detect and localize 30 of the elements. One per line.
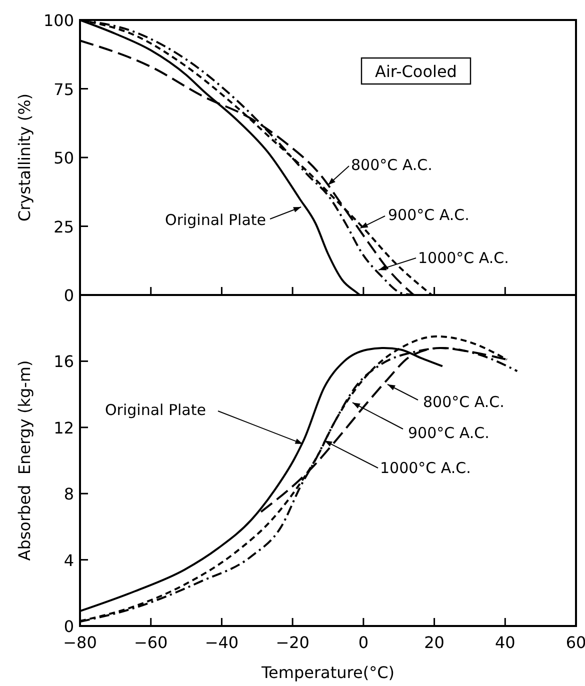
annotation: 800°C A.C. (423, 393, 504, 411)
annotation: 900°C A.C. (408, 424, 490, 442)
y-axis-title: Crystallinity (%) (15, 93, 34, 222)
x-tick-label: 20 (424, 633, 444, 652)
annotation: 1000°C A.C. (380, 459, 471, 477)
annotation: 900°C A.C. (388, 206, 470, 224)
annotation: Original Plate (165, 211, 266, 229)
y-tick-label: 12 (54, 418, 74, 438)
annotation: 1000°C A.C. (418, 249, 509, 267)
x-tick-label: 40 (494, 633, 516, 652)
y-tick-label: 4 (64, 550, 74, 570)
y-tick-label: 8 (64, 484, 74, 504)
y-tick-label: 16 (54, 352, 74, 372)
annotation: Original Plate (105, 401, 206, 419)
annotation: 800°C A.C. (351, 156, 432, 174)
x-axis-title: Temperature(°C) (260, 663, 395, 682)
x-tick-label: 60 (566, 633, 585, 652)
x-tick-label: −20 (276, 633, 310, 652)
annotation: Air-Cooled (375, 62, 457, 81)
y-tick-label: 0 (64, 617, 74, 636)
y-tick-label: 75 (54, 80, 74, 99)
y-tick-label: 50 (54, 148, 74, 168)
x-tick-label: −40 (204, 633, 239, 652)
y-tick-label: 100 (43, 11, 74, 30)
y-tick-label: 0 (64, 286, 74, 305)
x-tick-label: 0 (358, 633, 369, 652)
y-tick-label: 25 (54, 217, 74, 236)
y-axis-title: Absorbed Energy (kg-m) (15, 360, 34, 561)
x-tick-label: −60 (134, 633, 168, 652)
x-tick-label: −80 (63, 633, 97, 652)
